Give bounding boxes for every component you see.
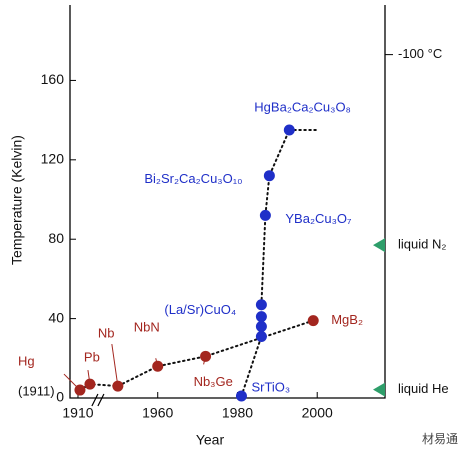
x-tick-label: 1960 <box>142 405 173 421</box>
leader-line <box>87 370 91 385</box>
data-point <box>263 170 275 182</box>
point-label: Nb <box>98 326 115 341</box>
point-label: SrTiO₃ <box>251 379 290 394</box>
point-label: YBa₂Cu₃O₇ <box>285 211 352 226</box>
x-axis-label: Year <box>196 432 225 448</box>
y2-marker <box>373 382 385 397</box>
point-label: (La/Sr)CuO₄ <box>164 302 236 317</box>
y-axis-label: Temperature (Kelvin) <box>9 135 25 265</box>
leader-line <box>155 358 159 367</box>
annotation: (1911) <box>18 383 55 398</box>
data-point <box>283 124 295 136</box>
x-tick-label: 1980 <box>222 405 253 421</box>
point-label: Bi₂Sr₂Ca₂Cu₃O₁₀ <box>144 171 242 186</box>
x-tick-label: 2000 <box>302 405 333 421</box>
point-label: NbN <box>134 320 160 335</box>
data-point <box>259 209 271 221</box>
y2-marker <box>373 238 385 253</box>
leader-line <box>111 344 119 387</box>
y2-tick-label: liquid He <box>398 381 449 396</box>
data-point <box>307 315 319 327</box>
point-label: HgBa₂Ca₂Cu₃O₈ <box>254 99 351 114</box>
trend-line <box>240 129 291 398</box>
y-tick-label: 0 <box>56 389 64 405</box>
point-label: MgB₂ <box>331 312 363 327</box>
axis-break <box>91 393 105 407</box>
leader-line <box>63 373 81 391</box>
data-point <box>255 321 267 333</box>
data-point <box>255 311 267 323</box>
axis-frame <box>69 5 386 399</box>
y-tick-label: 120 <box>41 151 65 167</box>
y2-tick-label: liquid N₂ <box>398 237 446 252</box>
data-point <box>235 390 247 402</box>
y-tick-label: 160 <box>41 71 65 87</box>
leader-line <box>203 356 207 365</box>
y-tick-label: 40 <box>48 309 64 325</box>
point-label: Hg <box>18 353 35 368</box>
point-label: Pb <box>84 350 100 365</box>
y2-tick-label: -100 °C <box>398 46 442 61</box>
watermark: 材易通 <box>422 432 458 446</box>
point-label: Nb₃Ge <box>194 374 233 389</box>
data-point <box>255 299 267 311</box>
y-tick-label: 80 <box>48 230 64 246</box>
data-point <box>255 330 267 342</box>
x-tick-label: 1910 <box>62 405 93 421</box>
